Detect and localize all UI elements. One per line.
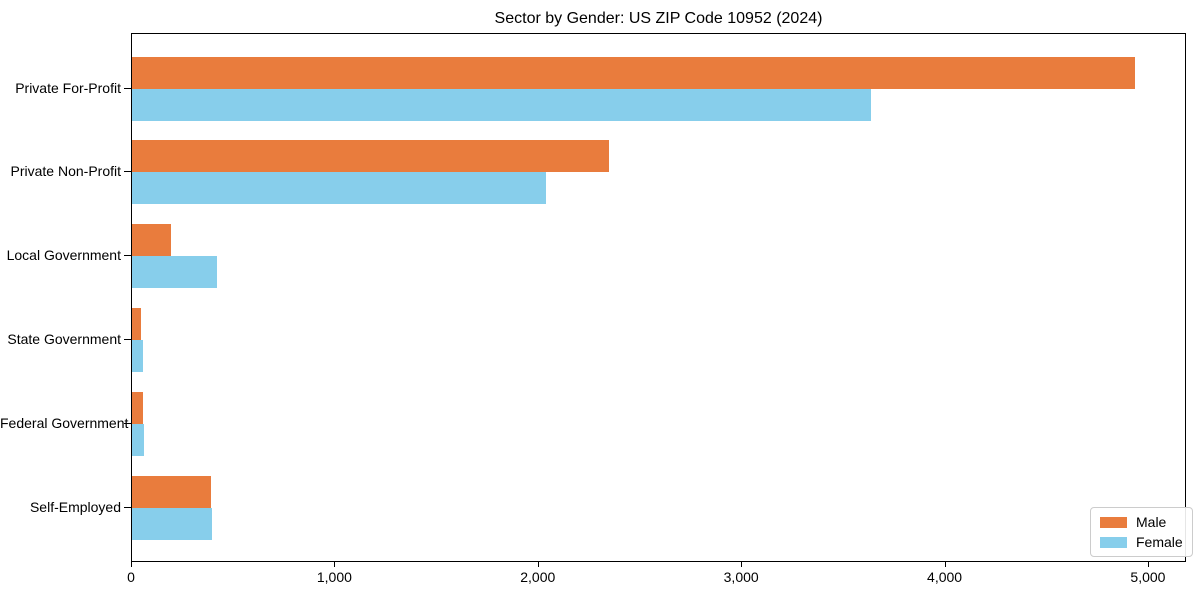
y-label-self-employed: Self-Employed bbox=[29, 498, 121, 515]
bar-female-private-for-profit bbox=[132, 88, 871, 121]
bar-female-self-employed bbox=[132, 507, 213, 540]
legend-item-female: Female bbox=[1100, 535, 1183, 549]
y-tick-local-government bbox=[124, 255, 131, 257]
x-tick-2-000 bbox=[537, 562, 539, 567]
legend-swatch-female bbox=[1100, 536, 1127, 548]
bar-male-private-for-profit bbox=[132, 56, 1135, 89]
bar-female-local-government bbox=[132, 256, 218, 289]
x-tick-label-4-000: 4,000 bbox=[927, 569, 963, 585]
legend: Male Female bbox=[1090, 507, 1193, 557]
chart-title: Sector by Gender: US ZIP Code 10952 (202… bbox=[494, 10, 823, 27]
x-tick-1-000 bbox=[334, 562, 336, 567]
y-tick-private-non-profit bbox=[124, 171, 131, 173]
x-tick-label-1-000: 1,000 bbox=[316, 569, 352, 585]
legend-label-male: Male bbox=[1136, 514, 1167, 530]
y-tick-private-for-profit bbox=[124, 87, 131, 89]
legend-item-male: Male bbox=[1100, 515, 1183, 529]
y-label-private-non-profit: Private Non-Profit bbox=[10, 163, 121, 180]
x-tick-0 bbox=[131, 562, 132, 567]
x-tick-3-000 bbox=[741, 562, 743, 567]
bar-male-self-employed bbox=[132, 475, 212, 508]
y-tick-state-government bbox=[124, 338, 131, 340]
bar-male-private-non-profit bbox=[132, 140, 610, 173]
plot-area bbox=[131, 33, 1186, 562]
bar-female-federal-government bbox=[132, 423, 145, 456]
y-label-local-government: Local Government bbox=[6, 247, 121, 264]
y-label-private-for-profit: Private For-Profit bbox=[15, 79, 121, 96]
y-tick-federal-government bbox=[124, 422, 131, 424]
bar-male-local-government bbox=[132, 224, 171, 257]
legend-label-female: Female bbox=[1136, 534, 1183, 550]
x-tick-label-5-000: 5,000 bbox=[1130, 569, 1166, 585]
x-tick-label-2-000: 2,000 bbox=[520, 569, 556, 585]
bar-male-federal-government bbox=[132, 391, 144, 424]
x-tick-label-0: 0 bbox=[127, 569, 135, 585]
bar-female-private-non-profit bbox=[132, 172, 547, 205]
y-tick-self-employed bbox=[124, 506, 131, 508]
x-tick-label-3-000: 3,000 bbox=[723, 569, 759, 585]
y-label-federal-government: Federal Government bbox=[0, 414, 129, 431]
bar-male-state-government bbox=[132, 307, 142, 340]
y-label-state-government: State Government bbox=[7, 330, 121, 347]
bar-female-state-government bbox=[132, 339, 144, 372]
x-tick-4-000 bbox=[944, 562, 946, 567]
legend-swatch-male bbox=[1100, 516, 1127, 528]
x-tick-5-000 bbox=[1147, 562, 1149, 567]
